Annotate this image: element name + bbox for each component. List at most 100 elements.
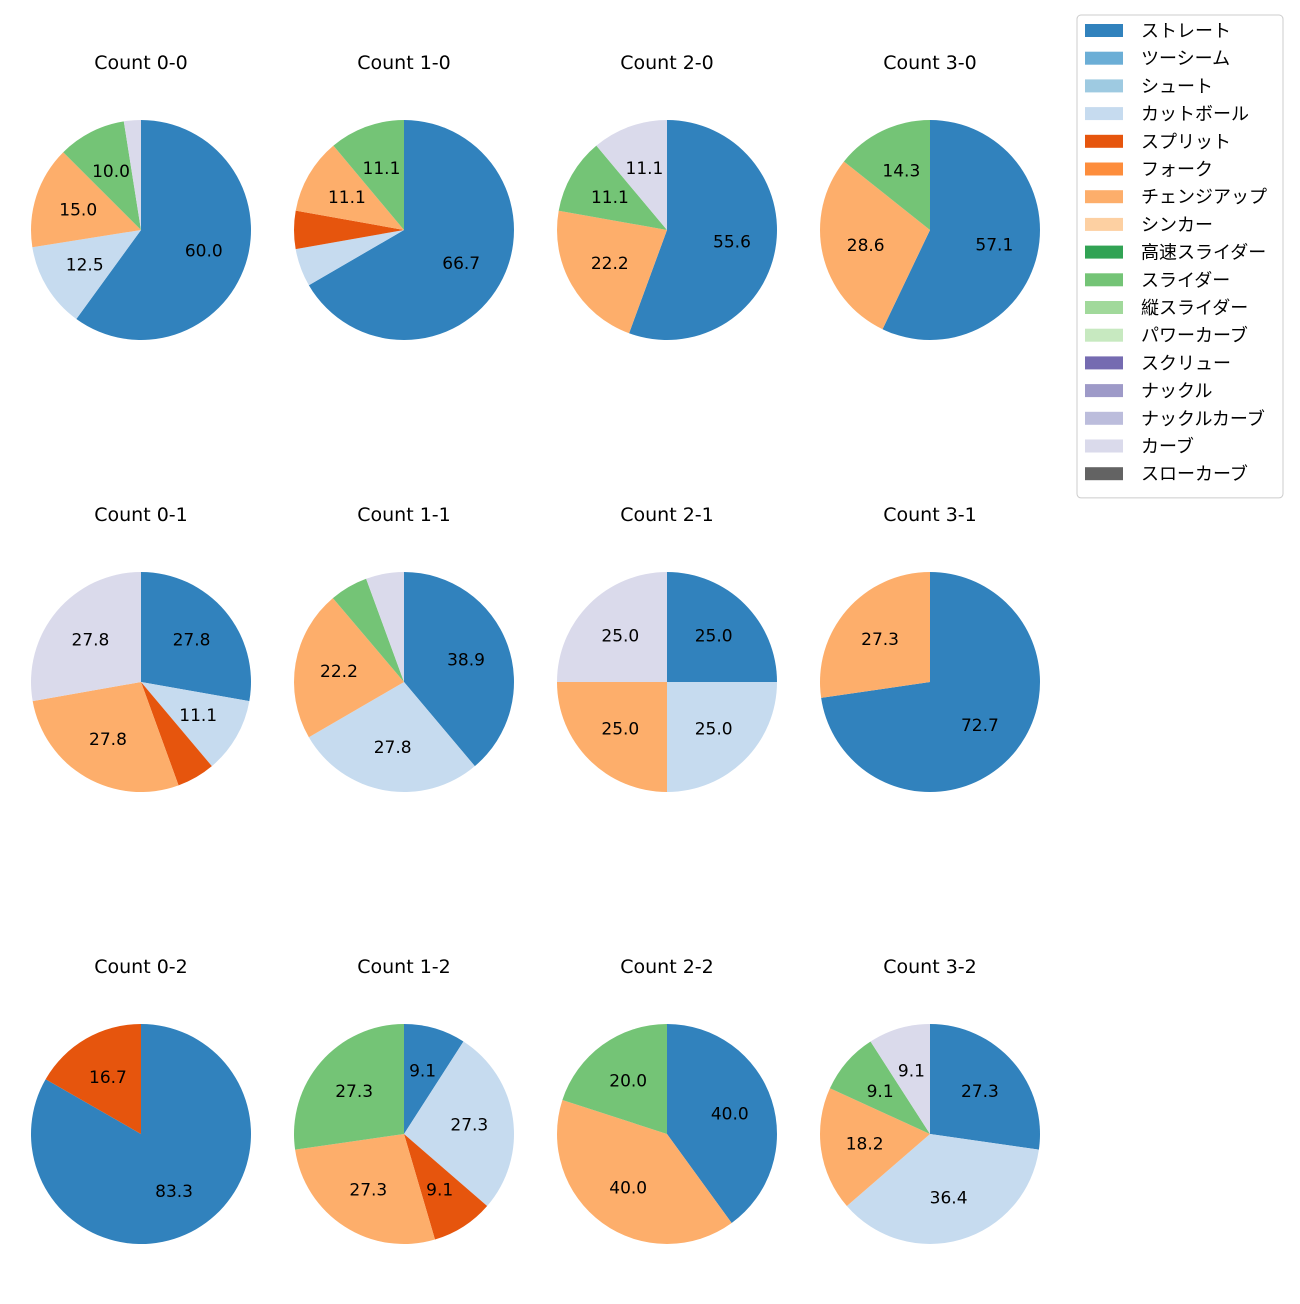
legend-swatch [1085,356,1123,370]
pie-slice [404,1024,464,1134]
pie-slice [76,120,251,340]
slice-label: 40.0 [711,1105,749,1125]
pie-slice [667,1024,777,1223]
slice-label: 38.9 [447,650,485,670]
pie-title: Count 3-2 [883,956,977,978]
legend-label: カットボール [1141,104,1249,125]
pie-slice [295,230,404,286]
legend-label: 高速スライダー [1141,243,1266,264]
pie-title: Count 0-2 [94,956,188,978]
pie-slice [882,119,1040,341]
legend-swatch [1085,79,1123,93]
slice-label: 27.8 [89,730,127,750]
legend-label: 縦スライダー [1141,298,1248,319]
pie-slice [820,572,930,698]
pie-count-1-1: Count 1-1 38.9 27.8 22.2 [293,504,514,792]
pie-slice [32,682,179,792]
slice-label: 14.3 [882,162,920,182]
legend-label: フォーク [1141,160,1213,181]
pie-slice [404,572,514,767]
pie-slice [820,1088,930,1207]
slice-label: 9.1 [898,1062,925,1082]
legend-label: シンカー [1141,215,1213,236]
slice-label: 11.1 [328,188,366,208]
pie-slice [293,1024,404,1150]
slice-label: 16.7 [89,1068,127,1088]
legend-swatch [1085,245,1123,259]
pie-slice [667,572,777,682]
slice-label: 40.0 [609,1178,647,1198]
slice-label: 60.0 [185,241,223,261]
pie-count-1-2: Count 1-2 9.1 27.3 9.1 27.3 27.3 [293,956,514,1244]
pie-slice [308,682,475,792]
slice-label: 18.2 [846,1134,884,1154]
slice-label: 27.3 [450,1116,488,1136]
legend-label: チェンジアップ [1141,187,1267,208]
legend-label: ナックル [1141,381,1212,402]
pie-slice [32,230,142,319]
pie-slice [141,682,250,767]
pie-slice [821,572,1040,792]
pie-slice [295,1134,435,1244]
slice-label: 11.1 [179,706,217,726]
pie-slice [557,682,667,792]
pie-slice [846,1134,1039,1244]
pie-slice [123,120,141,230]
legend-swatch [1085,162,1123,176]
slice-label: 27.3 [961,1082,999,1102]
slice-label: 83.3 [155,1182,193,1202]
slice-label: 22.2 [591,254,629,274]
pie-title: Count 1-2 [357,956,451,978]
pie-slice [31,572,142,702]
pie-count-0-1: Count 0-1 27.8 11.1 27.8 27.8 [31,504,251,792]
pie-slice [366,572,404,682]
slice-label: 25.0 [695,626,733,646]
pie-slice [667,682,777,792]
legend: ストレートツーシームシュートカットボールスプリットフォークチェンジアップシンカー… [1076,14,1284,499]
legend-label: ツーシーム [1141,49,1230,70]
pie-slice [30,152,141,248]
slice-label: 15.0 [59,201,97,221]
pie-slice [45,1024,141,1134]
pie-slice [557,210,667,334]
legend-label: スローカーブ [1141,463,1248,485]
pie-count-3-1: Count 3-1 72.7 27.3 [820,504,1040,792]
pie-slice [558,145,667,230]
legend-swatch [1085,24,1123,37]
pie-slice [870,1024,930,1134]
legend-label: スクリュー [1141,353,1231,374]
pie-slice [294,210,404,250]
slice-label: 11.1 [626,159,664,179]
pie-title: Count 2-2 [620,956,714,978]
pie-slice [308,120,514,340]
pie-slice [63,121,141,230]
legend-swatch [1085,328,1123,342]
pie-slice [141,572,251,702]
pie-slice [629,120,777,340]
legend-swatch [1085,467,1123,481]
slice-label: 10.0 [92,162,130,182]
pie-title: Count 3-0 [883,52,977,74]
legend-swatch [1085,384,1123,398]
pie-slice [557,1100,732,1244]
legend-label: シュート [1141,76,1213,97]
slice-label: 57.1 [975,236,1013,256]
slice-label: 36.4 [930,1188,968,1208]
slice-label: 55.6 [713,233,751,253]
pie-count-2-0: Count 2-0 55.6 22.2 11.1 11.1 [557,52,777,340]
pie-count-2-1: Count 2-1 25.0 25.0 25.0 25.0 [557,504,777,792]
pie-title: Count 0-1 [94,504,188,526]
pie-slice [843,119,930,230]
legend-label: ナックルカーブ [1141,408,1265,430]
pie-slice [829,1041,930,1134]
pie-title: Count 3-1 [883,504,977,526]
slice-label: 25.0 [601,626,639,646]
pie-title: Count 1-1 [357,504,451,526]
legend-swatch [1085,190,1123,204]
pie-slice [332,578,404,682]
pie-count-0-2: Count 0-2 83.3 16.7 [31,956,251,1244]
legend-swatch [1085,301,1123,314]
slice-label: 25.0 [601,720,639,740]
slice-label: 9.1 [426,1181,453,1201]
